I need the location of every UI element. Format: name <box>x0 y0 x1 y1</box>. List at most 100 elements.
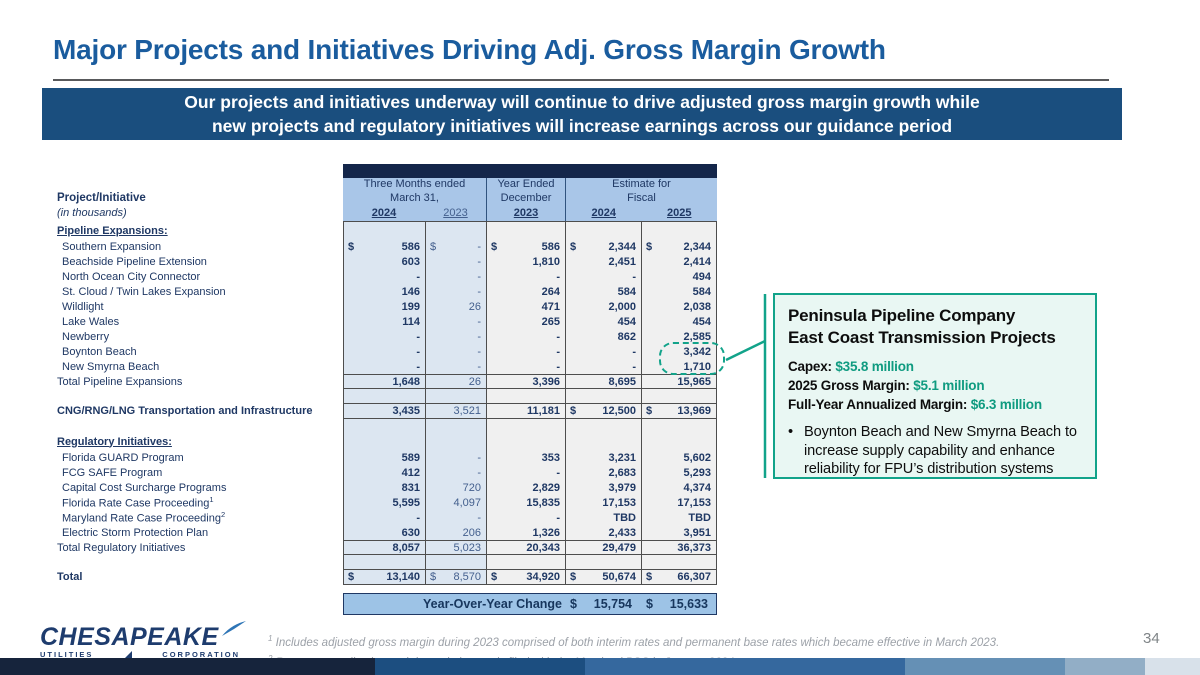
cell-value: 3,231 <box>608 451 636 464</box>
header-group-estimate: Estimate for Fiscal 2024 2025 <box>565 178 717 221</box>
callout-bullet: • Boynton Beach and New Smyrna Beach to … <box>788 423 1082 479</box>
table-cell: - <box>425 465 486 480</box>
table-cell <box>565 433 641 450</box>
dollar-sign: $ <box>430 240 437 253</box>
table-cell: 2,000 <box>565 299 641 314</box>
cell-value: - <box>416 360 420 373</box>
table-cell: - <box>425 510 486 525</box>
table-cell: $12,500 <box>565 403 641 419</box>
row-label: Capital Cost Surcharge Programs <box>62 481 227 494</box>
cell-value: - <box>477 255 481 268</box>
table-row: Newberry - - - 862 2,585 <box>55 329 717 344</box>
table-cell: - <box>425 314 486 329</box>
table-cell: - <box>565 344 641 359</box>
cell-value: 11,181 <box>526 405 560 417</box>
table-cell: 3,951 <box>641 525 717 540</box>
table-cell: 26 <box>425 374 486 389</box>
page-number: 34 <box>1143 630 1160 647</box>
table-cell: 2,585 <box>641 329 717 344</box>
yoy-value: 15,633 <box>669 597 708 611</box>
cell-value: - <box>477 285 481 298</box>
cell-value: - <box>556 511 560 524</box>
annualized-margin-value: $6.3 million <box>970 397 1042 412</box>
cell-value: 1,810 <box>532 255 560 268</box>
yoy-change-bar: Year-Over-Year Change $ 15,754 $ 15,633 <box>343 593 717 615</box>
logo-wordmark: CHESAPEAKE <box>40 623 219 651</box>
table-cell: 8,695 <box>565 374 641 389</box>
table-cell: 206 <box>425 525 486 540</box>
table-cell: 831 <box>343 480 425 495</box>
table-cell: - <box>486 465 565 480</box>
table-cell: - <box>486 510 565 525</box>
table-cell: - <box>486 329 565 344</box>
cell-value: 13,140 <box>386 571 420 583</box>
dollar-sign: $ <box>570 571 577 583</box>
table-cell: 412 <box>343 465 425 480</box>
table-cell: 264 <box>486 284 565 299</box>
table-cell: 720 <box>425 480 486 495</box>
label-header-subtitle: (in thousands) <box>57 207 127 219</box>
table-cell: - <box>425 254 486 269</box>
table-cell <box>486 222 565 239</box>
table-cell: 199 <box>343 299 425 314</box>
table-cell: 2,433 <box>565 525 641 540</box>
table-cell: 862 <box>565 329 641 344</box>
row-label: Wildlight <box>62 300 104 313</box>
table-cell: 5,602 <box>641 450 717 465</box>
header-line: Fiscal <box>627 191 656 204</box>
cell-value: - <box>477 360 481 373</box>
cell-value: 17,153 <box>677 496 711 509</box>
table-cell: - <box>425 329 486 344</box>
table-cell: 3,231 <box>565 450 641 465</box>
cell-value: 586 <box>401 240 420 253</box>
cell-value: 5,595 <box>392 496 420 509</box>
cell-value: 4,374 <box>683 481 711 494</box>
cell-value: 20,343 <box>526 541 560 554</box>
cell-value: - <box>416 270 420 283</box>
dollar-sign: $ <box>570 240 577 253</box>
cell-value: 2,585 <box>683 330 711 343</box>
table-cell: $8,570 <box>425 569 486 585</box>
year-header-2024e: 2024 <box>591 207 616 219</box>
highlight-oval <box>659 342 725 375</box>
cell-value: - <box>477 451 481 464</box>
table-cell: $586 <box>486 239 565 254</box>
summary-banner: Our projects and initiatives underway wi… <box>42 88 1122 140</box>
cell-value: - <box>416 330 420 343</box>
cell-value: 589 <box>401 451 420 464</box>
cell-value: 3,979 <box>608 481 636 494</box>
table-row: Capital Cost Surcharge Programs 831 720 2,8… <box>55 480 717 495</box>
table-cell: $66,307 <box>641 569 717 585</box>
table-cell: 2,451 <box>565 254 641 269</box>
row-label: CNG/RNG/LNG Transportation and Infrastru… <box>57 405 313 417</box>
table-cell: 2,414 <box>641 254 717 269</box>
table-cell: 17,153 <box>641 495 717 510</box>
logo-sub-utilities: UTILITIES <box>40 650 94 659</box>
table-cell: $13,140 <box>343 569 425 585</box>
table-cell: 5,595 <box>343 495 425 510</box>
table-cell <box>343 419 425 433</box>
row-label: St. Cloud / Twin Lakes Expansion <box>62 285 226 298</box>
cell-value: 114 <box>402 315 420 328</box>
stripe-segment <box>1065 658 1145 675</box>
dollar-sign: $ <box>570 405 577 417</box>
table-cell: 265 <box>486 314 565 329</box>
row-label: Regulatory Initiatives: <box>57 435 172 448</box>
row-label: Total Pipeline Expansions <box>57 375 183 388</box>
table-cell: - <box>565 269 641 284</box>
page-title: Major Projects and Initiatives Driving A… <box>53 34 886 65</box>
table-cell: - <box>343 269 425 284</box>
table-row: CNG/RNG/LNG Transportation and Infrastru… <box>55 403 717 419</box>
cell-value: 8,057 <box>392 541 420 554</box>
cell-value: 2,451 <box>608 255 636 268</box>
cell-value: 26 <box>468 300 481 313</box>
cell-value: 3,951 <box>683 526 711 539</box>
cell-value: - <box>556 270 560 283</box>
dollar-sign: $ <box>646 571 653 583</box>
table-cell: 11,181 <box>486 403 565 419</box>
header-group-three-months: Three Months ended March 31, 2024 2023 <box>343 178 486 221</box>
dollar-sign: $ <box>646 597 653 611</box>
table-row: Florida Rate Case Proceeding1 5,595 4,097 1… <box>55 495 717 510</box>
table-cell: - <box>343 344 425 359</box>
table-cell: 454 <box>641 314 717 329</box>
